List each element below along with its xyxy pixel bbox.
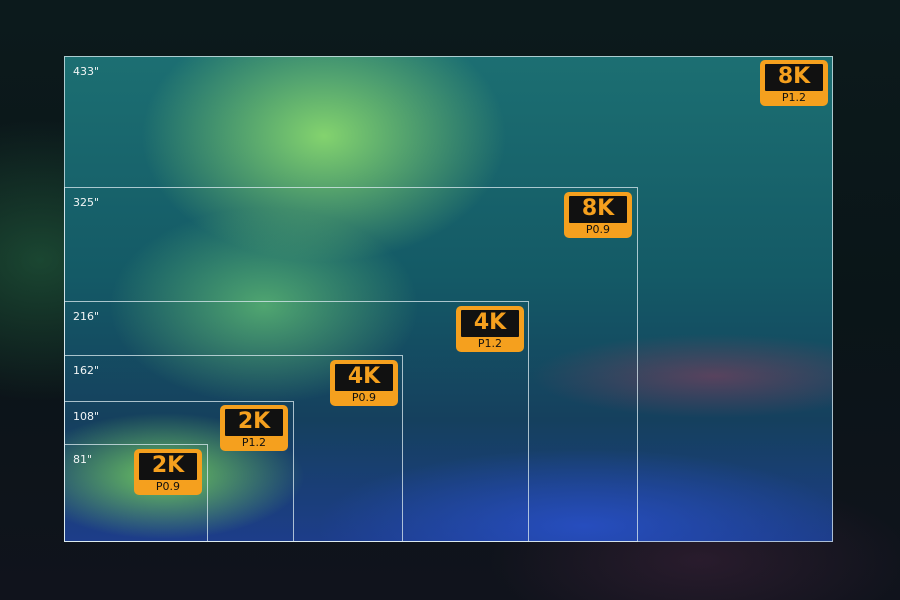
pixel-pitch-label: P0.9 [351, 391, 377, 404]
resolution-label: 2K [225, 409, 283, 436]
resolution-label: 4K [335, 364, 393, 391]
resolution-badge: 8K P0.9 [564, 192, 632, 238]
resolution-label: 4K [461, 310, 519, 337]
screen-size-label: 433" [73, 65, 100, 78]
pixel-pitch-label: P0.9 [585, 223, 611, 236]
resolution-label: 8K [569, 196, 627, 223]
resolution-badge: 2K P0.9 [134, 449, 202, 495]
screen-outline-81: 81" [64, 444, 208, 542]
pixel-pitch-label: P1.2 [781, 91, 807, 104]
screen-size-comparison: 433" 325" 216" 162" 108" 81" 8K P1.2 8K … [64, 56, 833, 542]
resolution-badge: 2K P1.2 [220, 405, 288, 451]
pixel-pitch-label: P1.2 [241, 436, 267, 449]
resolution-label: 2K [139, 453, 197, 480]
screen-size-label: 162" [73, 364, 100, 377]
pixel-pitch-label: P1.2 [477, 337, 503, 350]
screen-size-label: 108" [73, 410, 100, 423]
screen-size-label: 81" [73, 453, 93, 466]
resolution-badge: 8K P1.2 [760, 60, 828, 106]
screen-size-label: 216" [73, 310, 100, 323]
resolution-badge: 4K P1.2 [456, 306, 524, 352]
pixel-pitch-label: P0.9 [155, 480, 181, 493]
screen-size-label: 325" [73, 196, 100, 209]
resolution-badge: 4K P0.9 [330, 360, 398, 406]
resolution-label: 8K [765, 64, 823, 91]
